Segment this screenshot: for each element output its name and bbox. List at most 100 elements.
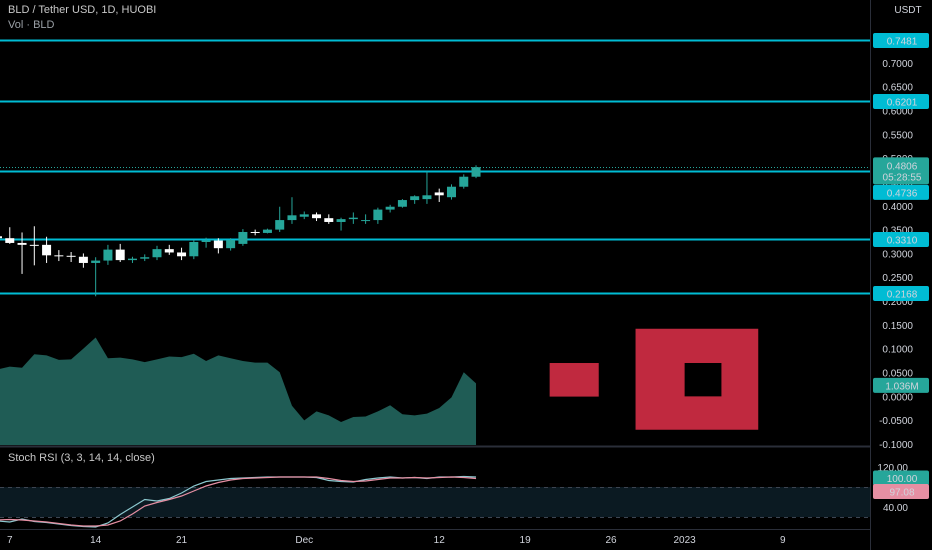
stoch-k-badge-bg <box>873 470 929 486</box>
candle-body-0 <box>0 236 2 239</box>
candle-body-8 <box>91 260 101 263</box>
price-tick-7: 0.3500 <box>882 226 913 237</box>
last-price-badge-text: 0.4806 <box>887 161 918 172</box>
stoch-d-badge-bg <box>873 484 929 499</box>
candle-body-38 <box>459 176 469 187</box>
stoch-band-fill <box>0 487 870 517</box>
volume-last-badge-text: 1.036M <box>885 381 918 392</box>
level-badge-0-text: 0.7481 <box>887 37 918 48</box>
last-price-badge-bg <box>873 157 929 185</box>
candle-body-14 <box>164 249 174 253</box>
level-badge-0-4736: 0.4736 <box>873 184 929 200</box>
candle-body-22 <box>262 229 272 233</box>
price-tick-10: 0.2000 <box>882 297 913 308</box>
time-tick-0: 7 <box>7 535 13 546</box>
candle-body-32 <box>385 206 395 210</box>
candle-body-29 <box>348 217 358 220</box>
stoch-rsi-legend: Stoch RSI (3, 3, 14, 14, close) <box>8 452 155 464</box>
candle-body-39 <box>471 167 481 177</box>
candle-body-1 <box>5 238 15 243</box>
price-tick-13: 0.0500 <box>882 369 913 380</box>
level-badge-0-4736-text: 0.4736 <box>887 188 918 199</box>
time-tick-6: 26 <box>605 535 617 546</box>
candle-body-31 <box>373 209 383 221</box>
volume-area <box>0 337 477 445</box>
stoch-k-badge: 100.00 <box>873 470 929 486</box>
candle-body-35 <box>422 195 432 200</box>
candle-body-6 <box>66 255 76 257</box>
candle-body-9 <box>103 249 113 261</box>
candle-body-2 <box>17 242 27 245</box>
price-tick-0: 0.7000 <box>882 59 913 70</box>
time-tick-8: 9 <box>780 535 786 546</box>
price-tick-16: -0.1000 <box>879 440 913 451</box>
candle-body-21 <box>250 231 260 233</box>
level-badge-3-bg <box>873 232 929 247</box>
stoch-d-line <box>0 476 477 527</box>
candle-body-30 <box>361 220 371 222</box>
time-tick-2: 21 <box>176 535 188 546</box>
stoch-tick-1: 40.00 <box>883 503 908 514</box>
candle-body-25 <box>299 214 309 217</box>
price-tick-6: 0.4000 <box>882 202 913 213</box>
candle-body-36 <box>434 192 444 196</box>
candle-body-3 <box>29 244 39 246</box>
level-badge-0-4736-bg <box>873 184 929 200</box>
level-badge-1: 0.6201 <box>873 94 929 109</box>
level-badge-4-bg <box>873 286 929 301</box>
candle-body-10 <box>115 249 125 261</box>
candle-body-16 <box>189 241 199 257</box>
candle-body-33 <box>397 200 407 207</box>
time-tick-1: 14 <box>90 535 102 546</box>
candle-body-34 <box>410 196 420 201</box>
price-tick-15: -0.0500 <box>879 416 913 427</box>
volume-last-badge: 1.036M <box>873 377 929 393</box>
price-tick-12: 0.1000 <box>882 345 913 356</box>
candle-body-23 <box>275 220 285 230</box>
stoch-tick-0: 120.00 <box>877 463 908 474</box>
candle-body-17 <box>201 240 211 242</box>
price-tick-1: 0.6500 <box>882 83 913 94</box>
time-tick-5: 19 <box>520 535 532 546</box>
time-tick-3: Dec <box>295 535 313 546</box>
price-tick-3: 0.5500 <box>882 130 913 141</box>
price-tick-11: 0.1500 <box>882 321 913 332</box>
large-red-block <box>635 328 759 430</box>
candle-body-26 <box>312 214 322 219</box>
symbol-title: BLD / Tether USD, 1D, HUOBI <box>8 4 157 16</box>
price-tick-14: 0.0000 <box>882 392 913 403</box>
level-badge-4: 0.2168 <box>873 286 929 301</box>
price-tick-9: 0.2500 <box>882 273 913 284</box>
candle-body-28 <box>336 219 346 222</box>
stoch-d-badge: 97.08 <box>873 484 929 499</box>
candle-body-24 <box>287 215 297 221</box>
time-tick-7: 2023 <box>673 535 696 546</box>
stoch-d-badge-text: 97.08 <box>889 488 914 499</box>
candle-body-11 <box>127 258 137 261</box>
candle-body-20 <box>238 231 248 244</box>
level-badge-1-bg <box>873 94 929 109</box>
candle-body-12 <box>140 257 150 259</box>
candle-body-4 <box>42 244 52 256</box>
candle-body-7 <box>78 256 88 263</box>
small-red-block <box>549 363 599 397</box>
candle-body-18 <box>213 240 223 249</box>
time-tick-4: 12 <box>434 535 446 546</box>
level-badge-0-bg <box>873 33 929 48</box>
level-badge-0: 0.7481 <box>873 33 929 48</box>
price-tick-2: 0.6000 <box>882 106 913 117</box>
volume-legend: Vol · BLD <box>8 19 55 31</box>
level-badge-1-text: 0.6201 <box>887 98 918 109</box>
candle-body-5 <box>54 255 64 257</box>
candle-body-19 <box>226 240 236 249</box>
countdown-badge-text: 05:28:55 <box>883 172 922 183</box>
level-badge-3-text: 0.3310 <box>887 236 918 247</box>
volume-last-badge-bg <box>873 377 929 393</box>
stoch-k-badge-text: 100.00 <box>887 474 918 485</box>
candle-body-37 <box>446 186 456 198</box>
level-badge-4-text: 0.2168 <box>887 290 918 301</box>
level-badge-3: 0.3310 <box>873 232 929 247</box>
